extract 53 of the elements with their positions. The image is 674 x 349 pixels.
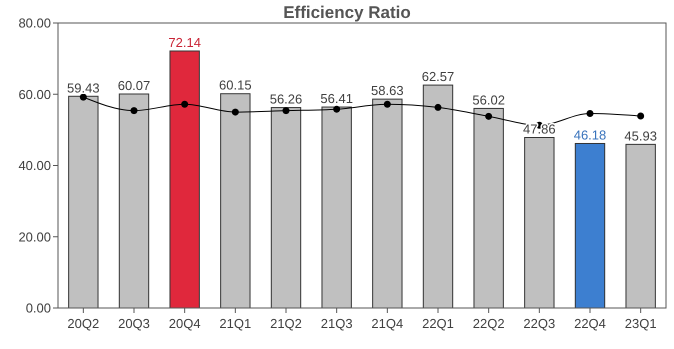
- data-label: 56.26: [270, 92, 302, 107]
- bar: [169, 50, 200, 308]
- point: [434, 104, 442, 111]
- bar: [524, 137, 555, 308]
- point: [637, 112, 644, 120]
- x-tick-label: 22Q2: [472, 316, 505, 331]
- point: [333, 106, 340, 113]
- bar: [422, 84, 454, 308]
- bar: [68, 96, 99, 308]
- point: [282, 107, 290, 114]
- point: [181, 100, 188, 108]
- data-label: 60.15: [219, 78, 252, 93]
- x-tick-label: 21Q3: [320, 316, 353, 331]
- data-label: 60.07: [118, 78, 150, 93]
- bar: [372, 98, 403, 308]
- data-label: 62.57: [422, 69, 454, 84]
- x-tick-label: 23Q1: [624, 316, 657, 331]
- bar: [574, 142, 606, 308]
- x-tick-label: 20Q2: [67, 316, 100, 331]
- data-label: 56.41: [320, 91, 353, 106]
- bar: [473, 108, 504, 308]
- x-tick-label: 21Q2: [270, 316, 302, 331]
- point: [586, 110, 594, 117]
- y-tick-label: 20.00: [18, 229, 51, 244]
- x-tick-label: 22Q3: [523, 316, 556, 331]
- x-tick-label: 21Q1: [219, 316, 252, 331]
- y-tick-label: 40.00: [18, 158, 51, 174]
- point: [80, 94, 87, 101]
- x-tick-label: 22Q1: [422, 316, 454, 331]
- bar: [321, 106, 352, 308]
- bar: [625, 144, 656, 308]
- data-label: 58.63: [371, 83, 404, 98]
- data-label: 59.43: [67, 80, 100, 96]
- point: [384, 100, 391, 108]
- x-tick-label: 20Q4: [168, 316, 201, 331]
- data-label: 47.86: [523, 122, 556, 136]
- y-tick-label: 0.00: [26, 300, 51, 316]
- x-tick-label: 20Q3: [118, 316, 150, 331]
- data-label: 56.02: [472, 92, 505, 108]
- y-tick-label: 60.00: [18, 86, 51, 102]
- data-label: 72.14: [168, 35, 201, 50]
- bar: [220, 93, 251, 308]
- point: [232, 108, 239, 116]
- data-label: 45.93: [624, 128, 657, 144]
- y-tick-label: 80.00: [18, 16, 51, 31]
- bar: [270, 107, 302, 308]
- x-tick-label: 21Q4: [371, 316, 404, 331]
- x-tick-label: 22Q4: [574, 316, 606, 331]
- chart-title: Efficiency Ratio: [283, 3, 411, 22]
- point: [485, 112, 492, 120]
- bar: [118, 94, 150, 308]
- point: [130, 107, 138, 114]
- data-label: 46.18: [574, 127, 606, 142]
